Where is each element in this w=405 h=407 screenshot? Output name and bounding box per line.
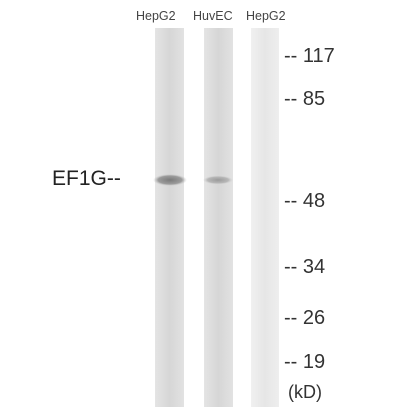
lane-label-3: HepG2	[246, 9, 286, 23]
mw-marker-85: -- 85	[284, 88, 326, 110]
lane-3	[251, 28, 279, 407]
unit-label: (kD)	[288, 382, 322, 402]
band-lane-2	[203, 175, 233, 185]
mw-marker-19: -- 19	[284, 351, 326, 373]
lane-label-2: HuvEC	[193, 9, 233, 23]
mw-marker-48: -- 48	[284, 190, 326, 212]
band-lane-1	[153, 174, 187, 186]
band-label: EF1G--	[52, 167, 121, 190]
mw-marker-117: -- 117	[284, 45, 335, 67]
lane-1	[155, 28, 184, 407]
lane-2	[204, 28, 233, 407]
lane-label-1: HepG2	[136, 9, 176, 23]
mw-marker-34: -- 34	[284, 256, 326, 278]
mw-marker-26: -- 26	[284, 307, 326, 329]
